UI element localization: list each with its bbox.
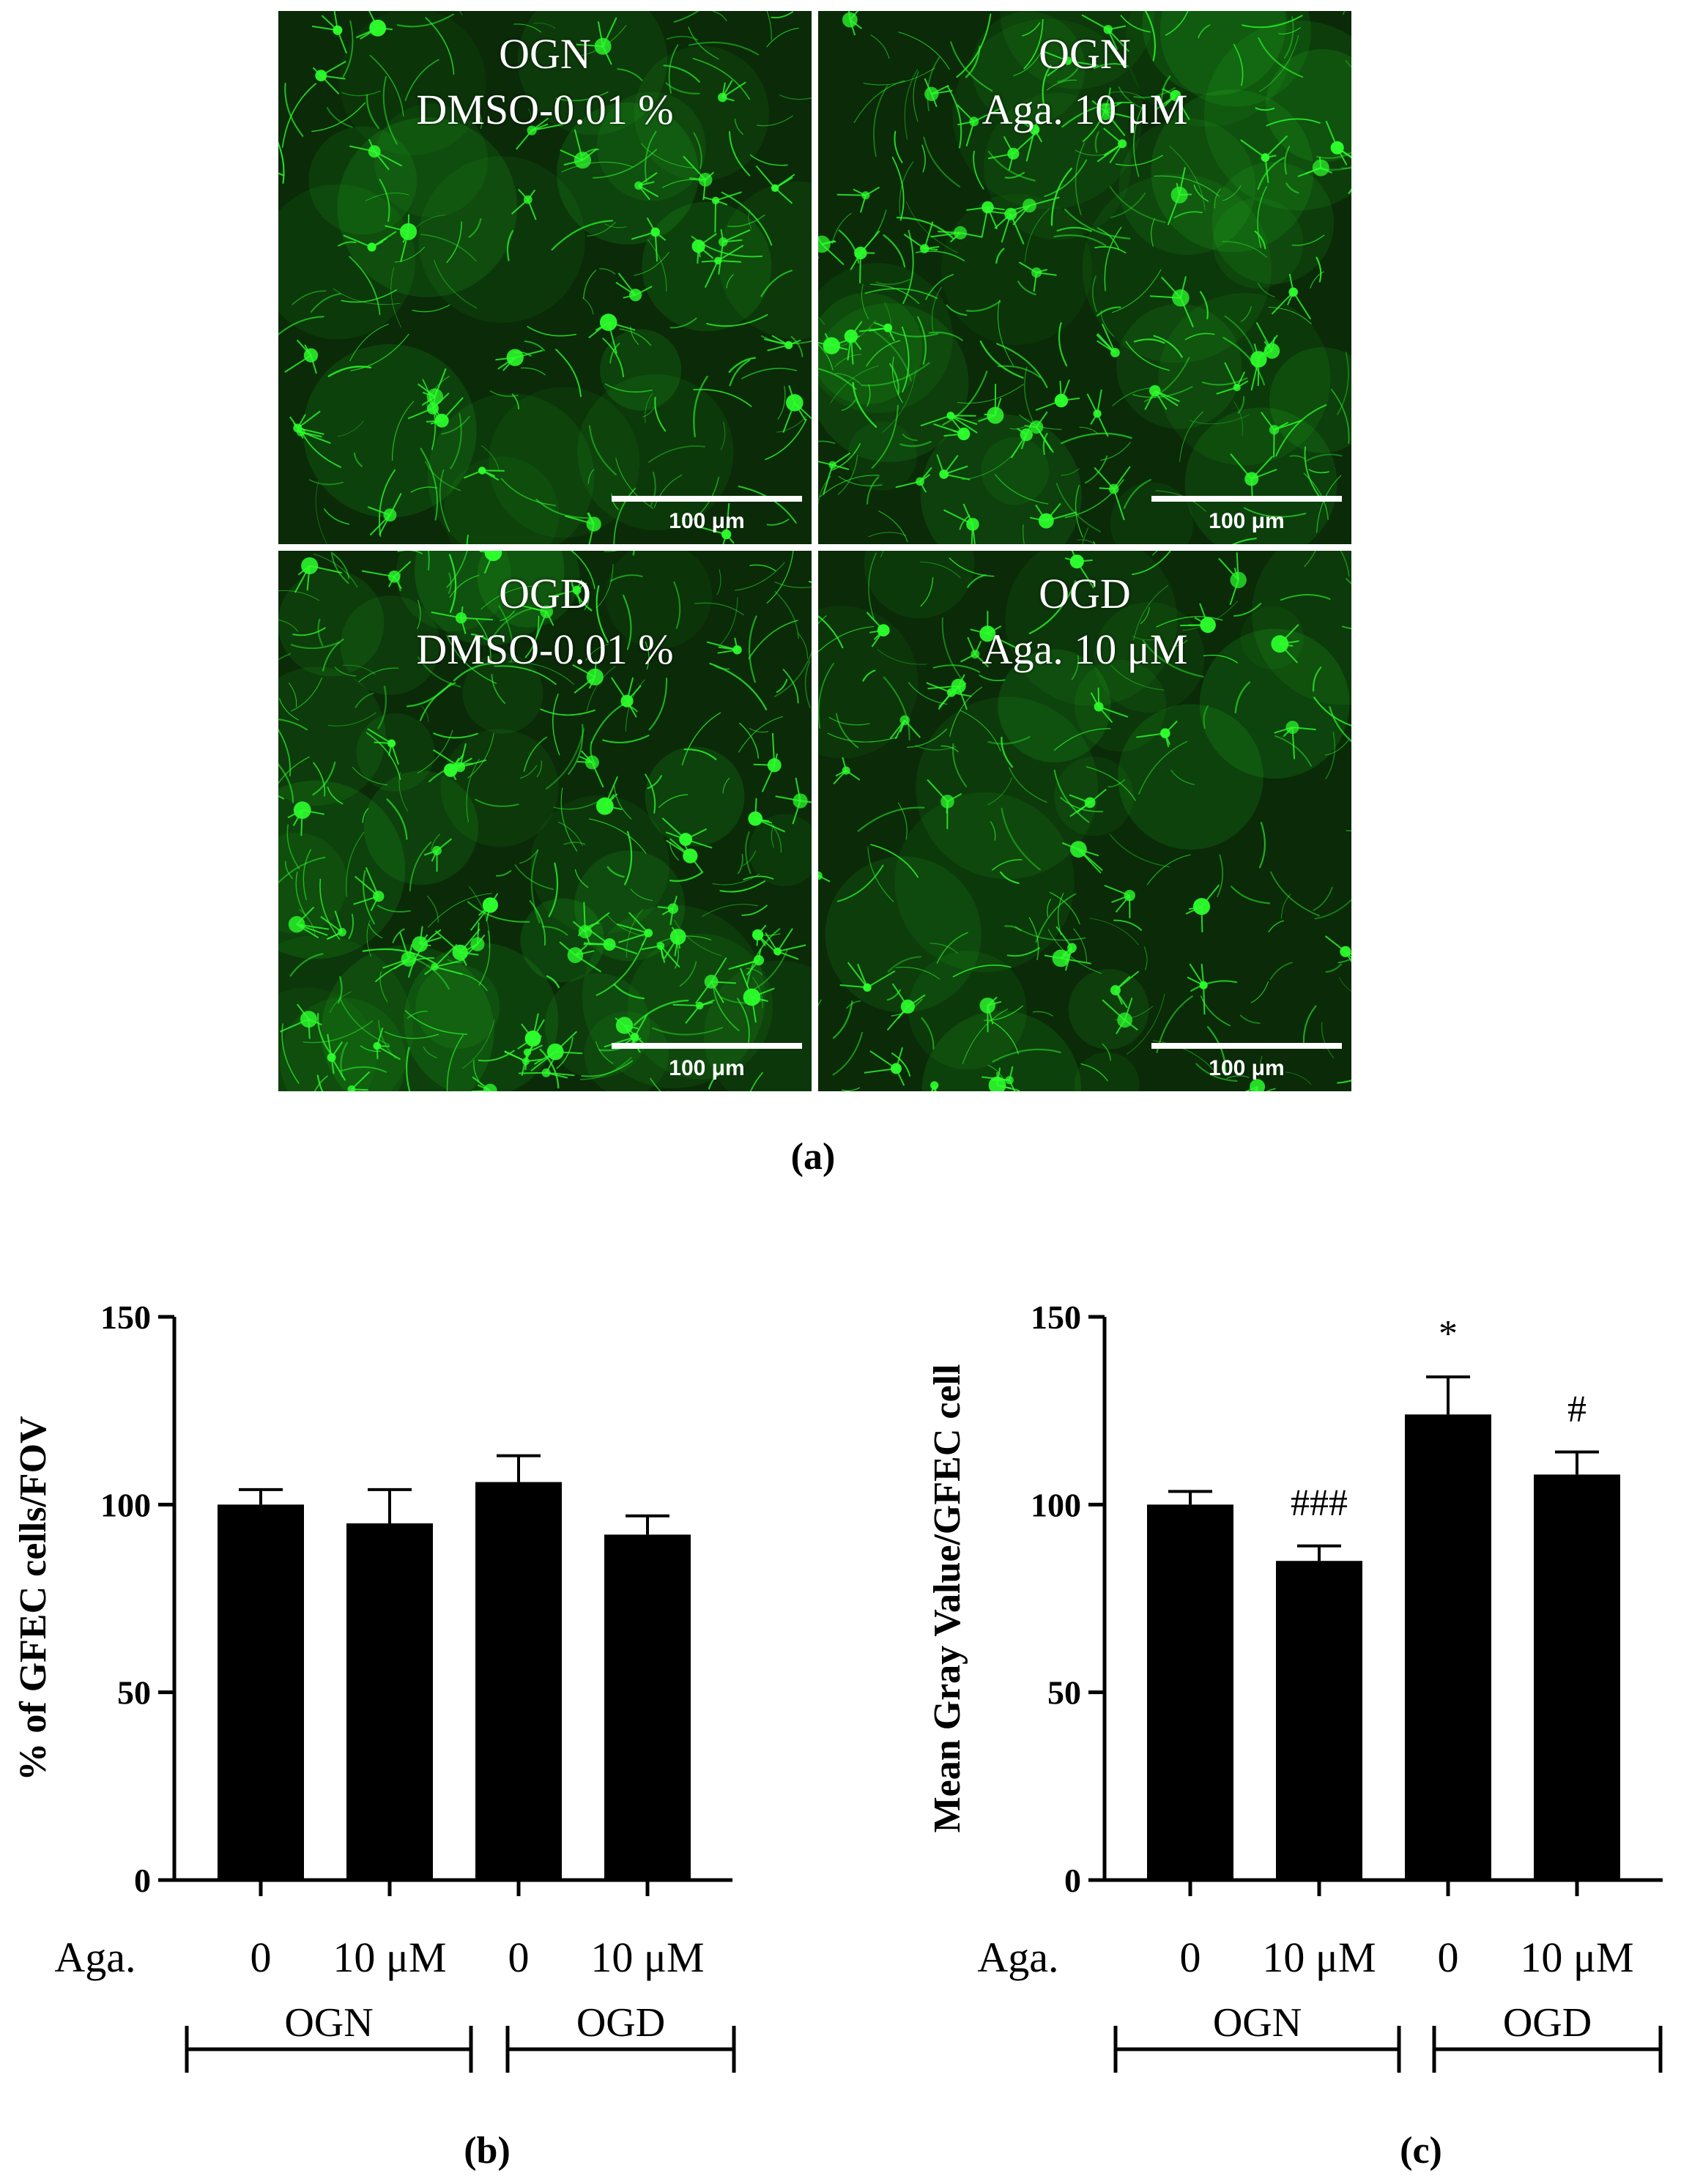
y-tick-label: 0: [134, 1862, 151, 1899]
scalebar: [612, 1043, 802, 1049]
group-label: OGN: [284, 2000, 373, 2046]
micrograph-ogd-aga: OGD Aga. 10 μM 100 μm: [818, 551, 1351, 1091]
bar: [1147, 1504, 1233, 1880]
y-tick-label: 50: [1047, 1674, 1081, 1712]
group-label: OGN: [1213, 2000, 1302, 2046]
tile-label-condition: OGN: [499, 30, 591, 78]
bar-chart-gfec-percent: 0 50 100 150 % of GFEC cells/FOV 0 10 μM 0 10 μM…: [12, 1299, 736, 2172]
y-axis-label: Mean Gray Value/GFEC cell: [927, 1364, 968, 1833]
group-label: OGD: [576, 2000, 665, 2046]
x-tick-label: 0: [508, 1934, 530, 1981]
micrograph-image: [818, 551, 1351, 1091]
y-tick-label: 0: [1064, 1862, 1081, 1899]
row-label: Aga.: [977, 1934, 1058, 1981]
bar: [475, 1482, 562, 1880]
micrograph-image: [278, 11, 812, 544]
bar: [1276, 1561, 1362, 1880]
tile-label-treatment: Aga. 10 μM: [981, 86, 1188, 133]
micrograph-ogd-dmso: OGD DMSO-0.01 % 100 μm: [278, 551, 812, 1091]
bar: [604, 1534, 691, 1880]
tile-label-treatment: Aga. 10 μM: [981, 625, 1188, 673]
scalebar-label: 100 μm: [1209, 509, 1285, 533]
tile-label-condition: OGD: [499, 570, 591, 617]
micrograph-grid: OGN DMSO-0.01 % 100 μm OGN Aga. 10 μM 10…: [278, 11, 1351, 1091]
bar: [346, 1523, 433, 1880]
micrograph-image: [818, 11, 1351, 544]
tile-label-treatment: DMSO-0.01 %: [416, 86, 674, 133]
bar: [218, 1504, 304, 1880]
x-tick-label: 10 μM: [1262, 1934, 1376, 1981]
x-tick-label: 10 μM: [590, 1934, 704, 1981]
y-tick-label: 50: [117, 1674, 151, 1712]
panel-a-caption: (a): [790, 1136, 836, 1178]
x-tick-label: 0: [1180, 1934, 1201, 1981]
y-axis-label: % of GFEC cells/FOV: [12, 1416, 54, 1780]
group-label: OGD: [1503, 2000, 1592, 2046]
y-tick-label: 150: [100, 1299, 151, 1336]
tile-label-condition: OGN: [1039, 30, 1131, 78]
scalebar: [1151, 1043, 1342, 1049]
significance-marker: #: [1567, 1389, 1587, 1430]
scalebar: [1151, 496, 1342, 502]
tile-label-condition: OGD: [1039, 570, 1131, 617]
y-tick-label: 100: [1031, 1486, 1081, 1523]
scalebar: [612, 496, 802, 502]
micrograph-ogn-aga: OGN Aga. 10 μM 100 μm: [818, 11, 1351, 544]
panel-caption: (c): [1400, 2130, 1442, 2172]
y-tick-label: 150: [1031, 1299, 1081, 1336]
plot-area: 0 50 100 150 Mean Gray Value/GFEC cell 0 10 μM…: [927, 1299, 1663, 2073]
significance-marker: ###: [1291, 1482, 1348, 1524]
bar-chart-mean-gray: 0 50 100 150 Mean Gray Value/GFEC cell 0 10 μM…: [927, 1299, 1663, 2172]
x-tick-label: 0: [1438, 1934, 1459, 1981]
scalebar-label: 100 μm: [669, 509, 745, 533]
row-label: Aga.: [54, 1934, 136, 1981]
micrograph-image: [278, 551, 812, 1091]
scalebar-label: 100 μm: [669, 1056, 745, 1080]
scalebar-label: 100 μm: [1209, 1056, 1285, 1080]
x-tick-label: 10 μM: [333, 1934, 446, 1981]
x-tick-label: 10 μM: [1520, 1934, 1633, 1981]
x-tick-label: 0: [251, 1934, 272, 1981]
plot-area: 0 50 100 150 % of GFEC cells/FOV 0 10 μM 0 10 μM…: [12, 1299, 736, 2073]
tile-label-treatment: DMSO-0.01 %: [416, 625, 674, 673]
bar: [1534, 1474, 1620, 1880]
panel-caption: (b): [464, 2130, 511, 2172]
y-tick-label: 100: [100, 1486, 151, 1523]
significance-marker: *: [1439, 1313, 1458, 1355]
bar: [1405, 1414, 1491, 1880]
micrograph-ogn-dmso: OGN DMSO-0.01 % 100 μm: [278, 11, 812, 544]
